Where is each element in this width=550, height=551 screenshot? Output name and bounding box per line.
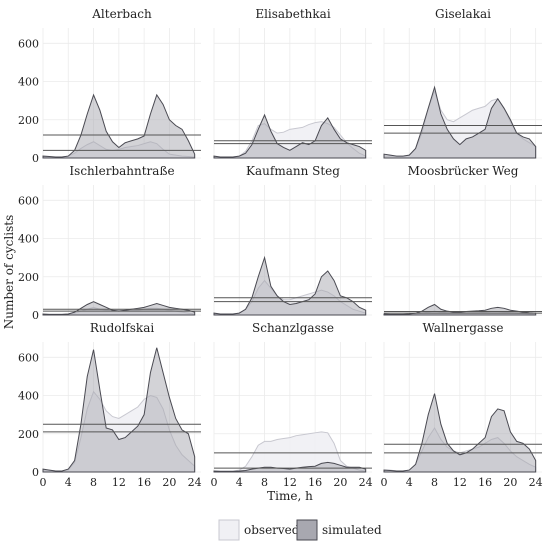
panel-title: Schanzlgasse [252,321,334,335]
panel-schanzlgasse: Schanzlgasse 0 4 8 12 16 20 24 [211,321,373,489]
panel-title: Alterbach [91,7,152,21]
x-tick-label: 4 [236,476,243,489]
x-tick-label: 12 [453,476,467,489]
panel-title: Elisabethkai [255,7,331,21]
y-tick-label: 0 [32,309,39,322]
x-tick-label: 20 [333,476,347,489]
panel-alterbach: Alterbach 0 200 400 600 [18,7,201,165]
x-tick-label: 16 [308,476,322,489]
x-tick-label: 0 [381,476,388,489]
panel-title: Ischlerbahntraße [69,164,174,178]
panel-title: Moosbrücker Weg [408,164,519,178]
legend-swatch-simulated [296,519,318,541]
y-tick-label: 400 [18,233,39,246]
x-tick-label: 0 [211,476,218,489]
x-tick-label: 12 [112,476,126,489]
legend: observed simulated [218,519,382,541]
simulated-area [213,255,367,316]
x-tick-label: 4 [65,476,72,489]
panel-ischlerbahntra-e: Ischlerbahntraße 0 200 400 600 [18,164,201,322]
panel-kaufmann-steg: Kaufmann Steg [213,164,372,316]
y-tick-label: 600 [18,351,39,364]
x-tick-label: 20 [503,476,517,489]
panel-moosbr-cker-weg: Moosbrücker Weg [383,164,542,316]
y-tick-label: 200 [18,271,39,284]
panel-wallnergasse: Wallnergasse 0 4 8 12 16 20 24 [381,321,543,489]
y-tick-label: 200 [18,114,39,127]
x-tick-label: 8 [90,476,97,489]
y-tick-label: 0 [32,466,39,479]
x-tick-label: 24 [188,476,202,489]
legend-label-observed: observed [244,523,300,537]
x-tick-label: 24 [529,476,543,489]
x-tick-label: 16 [137,476,151,489]
x-tick-label: 4 [406,476,413,489]
panel-giselakai: Giselakai [383,7,542,159]
simulated-area [42,93,196,159]
simulated-area [383,85,537,159]
x-tick-label: 16 [478,476,492,489]
panel-title: Giselakai [435,7,491,21]
panel-title: Rudolfskai [90,321,155,335]
y-axis-label: Number of cyclists [2,215,16,329]
x-tick-label: 12 [283,476,297,489]
legend-label-simulated: simulated [322,523,382,537]
panel-title: Wallnergasse [423,321,504,335]
x-tick-label: 20 [162,476,176,489]
y-tick-label: 200 [18,428,39,441]
x-axis-label: Time, h [267,489,313,503]
legend-swatch-observed [218,519,240,541]
y-tick-label: 0 [32,152,39,165]
panel-rudolfskai: Rudolfskai 0 200 400 600 0 4 8 12 16 20 24 [18,321,202,489]
x-tick-label: 0 [40,476,47,489]
y-tick-label: 400 [18,76,39,89]
panel-elisabethkai: Elisabethkai [213,7,372,159]
x-tick-label: 8 [431,476,438,489]
y-tick-label: 600 [18,37,39,50]
y-tick-label: 400 [18,390,39,403]
x-tick-label: 24 [359,476,373,489]
panel-title: Kaufmann Steg [246,164,340,178]
x-tick-label: 8 [261,476,268,489]
y-tick-label: 600 [18,194,39,207]
